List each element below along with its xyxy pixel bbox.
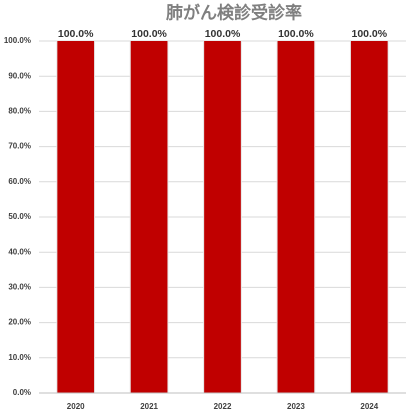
x-tick-label: 2022 <box>214 402 232 411</box>
bar <box>57 41 95 393</box>
value-label: 100.0% <box>205 28 241 40</box>
bar <box>130 41 168 393</box>
x-tick-label: 2020 <box>67 402 85 411</box>
y-tick-label: 90.0% <box>8 71 31 80</box>
chart-title: 肺がん検診受診率 <box>166 2 302 22</box>
bar <box>350 41 388 393</box>
value-label: 100.0% <box>58 28 94 40</box>
bar <box>204 41 241 393</box>
y-tick-label: 50.0% <box>8 212 31 221</box>
x-tick-label: 2021 <box>140 402 158 411</box>
y-tick-label: 40.0% <box>8 247 31 256</box>
y-tick-label: 100.0% <box>4 36 31 45</box>
y-tick-label: 80.0% <box>8 107 31 116</box>
y-tick-label: 70.0% <box>8 142 31 151</box>
y-tick-label: 10.0% <box>8 353 31 362</box>
value-label: 100.0% <box>351 28 387 40</box>
bar <box>277 41 315 393</box>
value-label: 100.0% <box>131 28 167 40</box>
y-tick-label: 30.0% <box>8 283 31 292</box>
x-tick-label: 2024 <box>360 402 378 411</box>
value-label: 100.0% <box>278 28 314 40</box>
y-tick-label: 20.0% <box>8 318 31 327</box>
y-tick-label: 60.0% <box>8 177 31 186</box>
x-tick-label: 2023 <box>287 402 305 411</box>
y-tick-label: 0.0% <box>13 388 31 397</box>
